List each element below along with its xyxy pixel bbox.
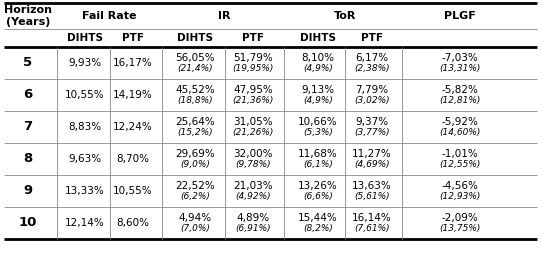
Text: DIHTS: DIHTS xyxy=(67,33,103,43)
Text: (4,9%): (4,9%) xyxy=(303,64,333,73)
Text: (8,2%): (8,2%) xyxy=(303,224,333,233)
Text: 7,79%: 7,79% xyxy=(356,85,389,95)
Text: (13,75%): (13,75%) xyxy=(440,224,481,233)
Text: 10,55%: 10,55% xyxy=(113,186,153,196)
Text: (14,60%): (14,60%) xyxy=(440,128,481,137)
Text: 45,52%: 45,52% xyxy=(175,85,215,95)
Text: 9: 9 xyxy=(23,185,33,198)
Text: PLGF: PLGF xyxy=(444,11,476,21)
Text: PTF: PTF xyxy=(122,33,144,43)
Text: (6,1%): (6,1%) xyxy=(303,160,333,169)
Text: (6,91%): (6,91%) xyxy=(235,224,271,233)
Text: 14,19%: 14,19% xyxy=(113,90,153,100)
Text: (5,3%): (5,3%) xyxy=(303,128,333,137)
Text: 8,83%: 8,83% xyxy=(68,122,101,132)
Text: 22,52%: 22,52% xyxy=(175,181,215,191)
Text: 32,00%: 32,00% xyxy=(233,149,273,159)
Text: 13,33%: 13,33% xyxy=(65,186,105,196)
Text: (6,6%): (6,6%) xyxy=(303,192,333,201)
Text: 25,64%: 25,64% xyxy=(175,117,215,127)
Text: (4,69%): (4,69%) xyxy=(354,160,390,169)
Text: (9,0%): (9,0%) xyxy=(180,160,210,169)
Text: (2,38%): (2,38%) xyxy=(354,64,390,73)
Text: (15,2%): (15,2%) xyxy=(177,128,213,137)
Text: 15,44%: 15,44% xyxy=(298,213,338,223)
Text: -1,01%: -1,01% xyxy=(442,149,479,159)
Text: 9,37%: 9,37% xyxy=(356,117,389,127)
Text: 51,79%: 51,79% xyxy=(233,53,273,63)
Text: (4,9%): (4,9%) xyxy=(303,96,333,105)
Text: 4,94%: 4,94% xyxy=(178,213,211,223)
Text: (13,31%): (13,31%) xyxy=(440,64,481,73)
Text: -2,09%: -2,09% xyxy=(442,213,479,223)
Text: (12,55%): (12,55%) xyxy=(440,160,481,169)
Text: (9,78%): (9,78%) xyxy=(235,160,271,169)
Text: 9,63%: 9,63% xyxy=(68,154,101,164)
Text: -7,03%: -7,03% xyxy=(442,53,479,63)
Text: 6,17%: 6,17% xyxy=(356,53,389,63)
Text: -4,56%: -4,56% xyxy=(442,181,479,191)
Text: (12,93%): (12,93%) xyxy=(440,192,481,201)
Text: 11,68%: 11,68% xyxy=(298,149,338,159)
Text: (5,61%): (5,61%) xyxy=(354,192,390,201)
Text: ToR: ToR xyxy=(334,11,356,21)
Text: (21,26%): (21,26%) xyxy=(233,128,274,137)
Text: 11,27%: 11,27% xyxy=(352,149,392,159)
Text: 7: 7 xyxy=(23,121,33,133)
Text: IR: IR xyxy=(218,11,230,21)
Text: 10,66%: 10,66% xyxy=(298,117,338,127)
Text: -5,92%: -5,92% xyxy=(442,117,479,127)
Text: Horizon
(Years): Horizon (Years) xyxy=(4,5,52,27)
Text: (7,0%): (7,0%) xyxy=(180,224,210,233)
Text: -5,82%: -5,82% xyxy=(442,85,479,95)
Text: (12,81%): (12,81%) xyxy=(440,96,481,105)
Text: 13,26%: 13,26% xyxy=(298,181,338,191)
Text: Fail Rate: Fail Rate xyxy=(82,11,136,21)
Text: (19,95%): (19,95%) xyxy=(233,64,274,73)
Text: DIHTS: DIHTS xyxy=(300,33,336,43)
Text: 31,05%: 31,05% xyxy=(233,117,273,127)
Text: (21,4%): (21,4%) xyxy=(177,64,213,73)
Text: 8: 8 xyxy=(23,152,33,165)
Text: 56,05%: 56,05% xyxy=(175,53,215,63)
Text: 16,14%: 16,14% xyxy=(352,213,392,223)
Text: 13,63%: 13,63% xyxy=(352,181,392,191)
Text: (3,77%): (3,77%) xyxy=(354,128,390,137)
Text: 16,17%: 16,17% xyxy=(113,58,153,68)
Text: (7,61%): (7,61%) xyxy=(354,224,390,233)
Text: DIHTS: DIHTS xyxy=(177,33,213,43)
Text: 12,14%: 12,14% xyxy=(65,218,105,228)
Text: (18,8%): (18,8%) xyxy=(177,96,213,105)
Text: 47,95%: 47,95% xyxy=(233,85,273,95)
Text: (6,2%): (6,2%) xyxy=(180,192,210,201)
Text: 8,10%: 8,10% xyxy=(301,53,334,63)
Text: 6: 6 xyxy=(23,88,33,102)
Text: (3,02%): (3,02%) xyxy=(354,96,390,105)
Text: 10: 10 xyxy=(19,217,37,229)
Text: 29,69%: 29,69% xyxy=(175,149,215,159)
Text: (21,36%): (21,36%) xyxy=(233,96,274,105)
Text: (4,92%): (4,92%) xyxy=(235,192,271,201)
Text: 4,89%: 4,89% xyxy=(236,213,269,223)
Text: 9,93%: 9,93% xyxy=(68,58,101,68)
Text: PTF: PTF xyxy=(361,33,383,43)
Text: 9,13%: 9,13% xyxy=(301,85,334,95)
Text: 8,60%: 8,60% xyxy=(117,218,150,228)
Text: PTF: PTF xyxy=(242,33,264,43)
Text: 10,55%: 10,55% xyxy=(65,90,105,100)
Text: 21,03%: 21,03% xyxy=(233,181,273,191)
Text: 12,24%: 12,24% xyxy=(113,122,153,132)
Text: 8,70%: 8,70% xyxy=(117,154,150,164)
Text: 5: 5 xyxy=(23,56,33,69)
